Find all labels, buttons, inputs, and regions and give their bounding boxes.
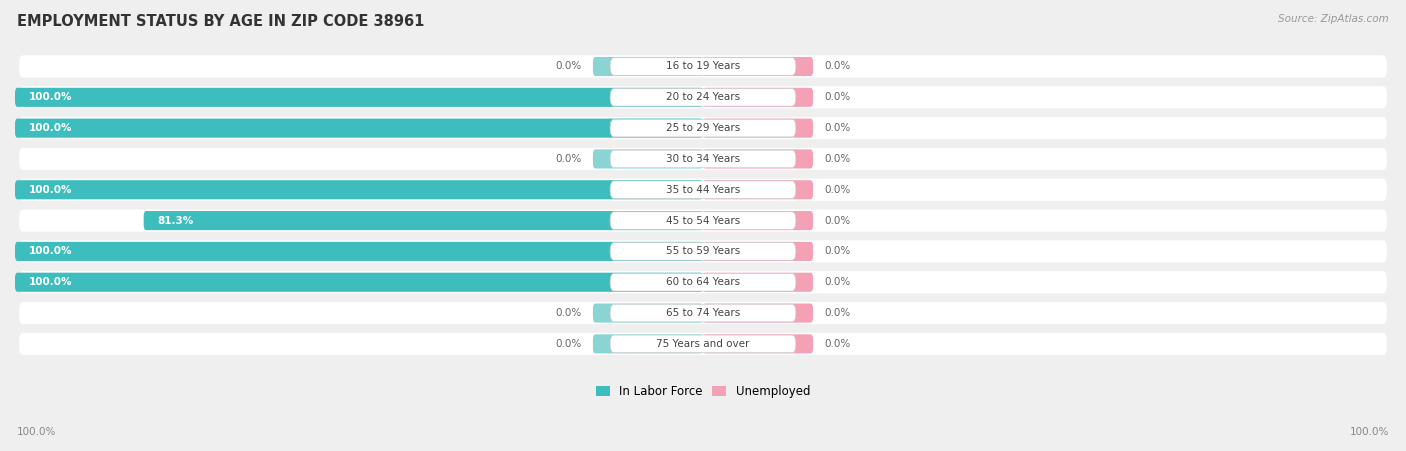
FancyBboxPatch shape <box>143 211 703 230</box>
FancyBboxPatch shape <box>610 273 796 291</box>
FancyBboxPatch shape <box>703 304 813 322</box>
FancyBboxPatch shape <box>20 117 1386 139</box>
FancyBboxPatch shape <box>20 333 1386 355</box>
Text: Source: ZipAtlas.com: Source: ZipAtlas.com <box>1278 14 1389 23</box>
FancyBboxPatch shape <box>610 150 796 168</box>
FancyBboxPatch shape <box>15 180 703 199</box>
FancyBboxPatch shape <box>610 335 796 353</box>
FancyBboxPatch shape <box>703 242 813 261</box>
Text: 35 to 44 Years: 35 to 44 Years <box>666 185 740 195</box>
Text: 0.0%: 0.0% <box>824 61 851 72</box>
Text: 65 to 74 Years: 65 to 74 Years <box>666 308 740 318</box>
Text: 0.0%: 0.0% <box>555 339 582 349</box>
FancyBboxPatch shape <box>20 210 1386 232</box>
Text: 100.0%: 100.0% <box>28 92 72 102</box>
FancyBboxPatch shape <box>610 120 796 137</box>
FancyBboxPatch shape <box>20 271 1386 293</box>
Text: 0.0%: 0.0% <box>555 154 582 164</box>
Text: 100.0%: 100.0% <box>28 185 72 195</box>
Text: 0.0%: 0.0% <box>824 216 851 226</box>
Text: 0.0%: 0.0% <box>555 308 582 318</box>
FancyBboxPatch shape <box>593 57 703 76</box>
Text: 25 to 29 Years: 25 to 29 Years <box>666 123 740 133</box>
FancyBboxPatch shape <box>20 148 1386 170</box>
Text: 0.0%: 0.0% <box>824 308 851 318</box>
Text: 55 to 59 Years: 55 to 59 Years <box>666 246 740 257</box>
Text: 0.0%: 0.0% <box>824 154 851 164</box>
FancyBboxPatch shape <box>703 88 813 107</box>
FancyBboxPatch shape <box>20 86 1386 108</box>
FancyBboxPatch shape <box>610 212 796 230</box>
FancyBboxPatch shape <box>20 55 1386 78</box>
FancyBboxPatch shape <box>15 273 703 292</box>
Text: 0.0%: 0.0% <box>824 277 851 287</box>
FancyBboxPatch shape <box>610 181 796 198</box>
Text: 16 to 19 Years: 16 to 19 Years <box>666 61 740 72</box>
Text: 60 to 64 Years: 60 to 64 Years <box>666 277 740 287</box>
FancyBboxPatch shape <box>20 302 1386 324</box>
Text: 0.0%: 0.0% <box>824 339 851 349</box>
Text: 0.0%: 0.0% <box>555 61 582 72</box>
Text: 0.0%: 0.0% <box>824 123 851 133</box>
Legend: In Labor Force, Unemployed: In Labor Force, Unemployed <box>591 380 815 403</box>
FancyBboxPatch shape <box>610 243 796 260</box>
Text: 81.3%: 81.3% <box>157 216 194 226</box>
FancyBboxPatch shape <box>703 57 813 76</box>
FancyBboxPatch shape <box>703 149 813 169</box>
Text: 100.0%: 100.0% <box>1350 428 1389 437</box>
FancyBboxPatch shape <box>15 88 703 107</box>
Text: 0.0%: 0.0% <box>824 185 851 195</box>
FancyBboxPatch shape <box>703 211 813 230</box>
FancyBboxPatch shape <box>593 304 703 322</box>
FancyBboxPatch shape <box>20 240 1386 262</box>
FancyBboxPatch shape <box>20 179 1386 201</box>
FancyBboxPatch shape <box>15 242 703 261</box>
Text: 30 to 34 Years: 30 to 34 Years <box>666 154 740 164</box>
FancyBboxPatch shape <box>703 119 813 138</box>
FancyBboxPatch shape <box>703 334 813 354</box>
Text: 100.0%: 100.0% <box>28 246 72 257</box>
FancyBboxPatch shape <box>703 273 813 292</box>
Text: 100.0%: 100.0% <box>28 123 72 133</box>
FancyBboxPatch shape <box>610 304 796 322</box>
FancyBboxPatch shape <box>610 88 796 106</box>
FancyBboxPatch shape <box>593 149 703 169</box>
Text: 0.0%: 0.0% <box>824 246 851 257</box>
FancyBboxPatch shape <box>15 119 703 138</box>
FancyBboxPatch shape <box>703 180 813 199</box>
Text: 100.0%: 100.0% <box>28 277 72 287</box>
Text: 75 Years and over: 75 Years and over <box>657 339 749 349</box>
Text: 20 to 24 Years: 20 to 24 Years <box>666 92 740 102</box>
FancyBboxPatch shape <box>593 334 703 354</box>
Text: EMPLOYMENT STATUS BY AGE IN ZIP CODE 38961: EMPLOYMENT STATUS BY AGE IN ZIP CODE 389… <box>17 14 425 28</box>
Text: 100.0%: 100.0% <box>17 428 56 437</box>
FancyBboxPatch shape <box>610 58 796 75</box>
Text: 45 to 54 Years: 45 to 54 Years <box>666 216 740 226</box>
Text: 0.0%: 0.0% <box>824 92 851 102</box>
